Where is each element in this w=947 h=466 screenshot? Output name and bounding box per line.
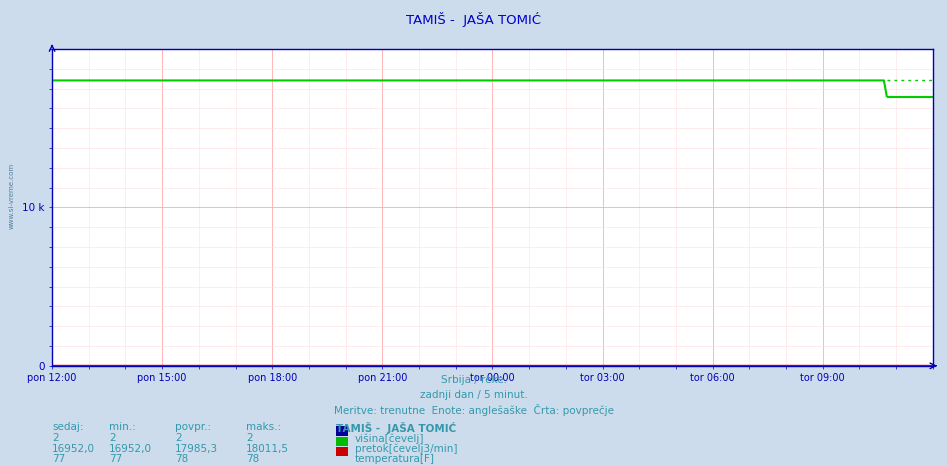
Text: 18011,5: 18011,5 (246, 444, 289, 453)
Text: maks.:: maks.: (246, 422, 281, 432)
Text: zadnji dan / 5 minut.: zadnji dan / 5 minut. (420, 390, 527, 400)
Text: temperatura[F]: temperatura[F] (355, 454, 435, 464)
Text: 2: 2 (52, 433, 59, 443)
Text: www.si-vreme.com: www.si-vreme.com (9, 163, 14, 229)
Text: 17985,3: 17985,3 (175, 444, 219, 453)
Text: 77: 77 (109, 454, 122, 464)
Text: 78: 78 (175, 454, 188, 464)
Text: Srbija / reke.: Srbija / reke. (440, 375, 507, 385)
Text: višina[čevelj]: višina[čevelj] (355, 433, 424, 444)
Text: povpr.:: povpr.: (175, 422, 211, 432)
Text: 2: 2 (109, 433, 116, 443)
Text: 2: 2 (175, 433, 182, 443)
Text: TAMIŠ -  JAŠA TOMIĆ: TAMIŠ - JAŠA TOMIĆ (336, 422, 456, 434)
Text: 78: 78 (246, 454, 259, 464)
Text: 77: 77 (52, 454, 65, 464)
Text: Meritve: trenutne  Enote: anglešaške  Črta: povprečje: Meritve: trenutne Enote: anglešaške Črta… (333, 404, 614, 417)
Text: pretok[čevelj3/min]: pretok[čevelj3/min] (355, 444, 457, 454)
Text: 16952,0: 16952,0 (52, 444, 95, 453)
Text: sedaj:: sedaj: (52, 422, 83, 432)
Text: TAMIŠ -  JAŠA TOMIĆ: TAMIŠ - JAŠA TOMIĆ (406, 12, 541, 27)
Text: 16952,0: 16952,0 (109, 444, 152, 453)
Text: min.:: min.: (109, 422, 135, 432)
Text: 2: 2 (246, 433, 253, 443)
